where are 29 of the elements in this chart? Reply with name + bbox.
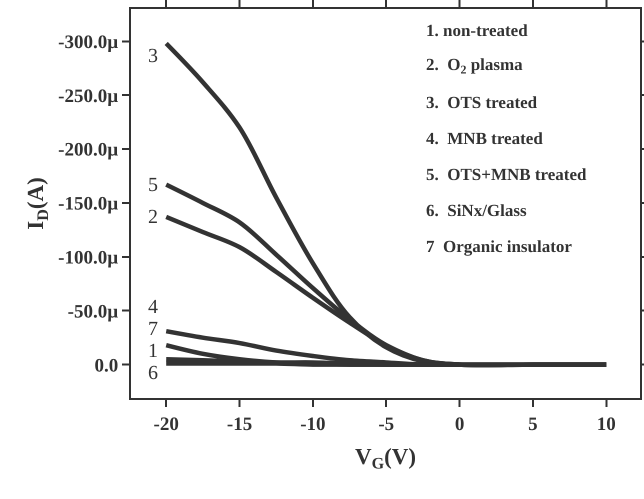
y-tick-label: -50.0µ [68,301,118,322]
series-label: 5 [148,174,158,196]
series-label: 1 [148,340,158,362]
annotation: 7 Organic insulator [426,237,572,256]
x-tick-label: 10 [596,414,616,435]
x-tick-label: -15 [226,414,252,435]
annotation: 1. non-treated [426,21,528,40]
annotation: 6. SiNx/Glass [426,201,527,220]
series-label: 7 [148,318,158,340]
y-tick-label: -150.0µ [58,194,118,215]
y-tick-label: -200.0µ [58,140,118,161]
y-tick-label: -250.0µ [58,86,118,107]
x-tick-label: 0 [454,414,464,435]
annotation: 3. OTS treated [426,93,538,112]
series-label: 6 [148,362,158,384]
annotation: 4. MNB treated [426,129,544,148]
x-tick-label: -5 [378,414,394,435]
x-tick-label: 5 [528,414,538,435]
x-axis-title: V$_{G}$(V) [354,444,416,473]
annotation: 5. OTS+MNB treated [426,165,588,184]
x-tick-label: -20 [154,414,179,435]
y-tick-label: 0.0 [94,355,118,376]
series-label: 4 [148,296,158,318]
y-tick-label: -300.0µ [58,32,118,53]
annotation: 2. O$_{2}$ plasma [426,55,524,77]
y-tick-label: -100.0µ [58,247,118,268]
x-tick-label: -10 [300,414,326,435]
series-label: 2 [148,206,158,228]
series-label: 3 [148,45,158,67]
